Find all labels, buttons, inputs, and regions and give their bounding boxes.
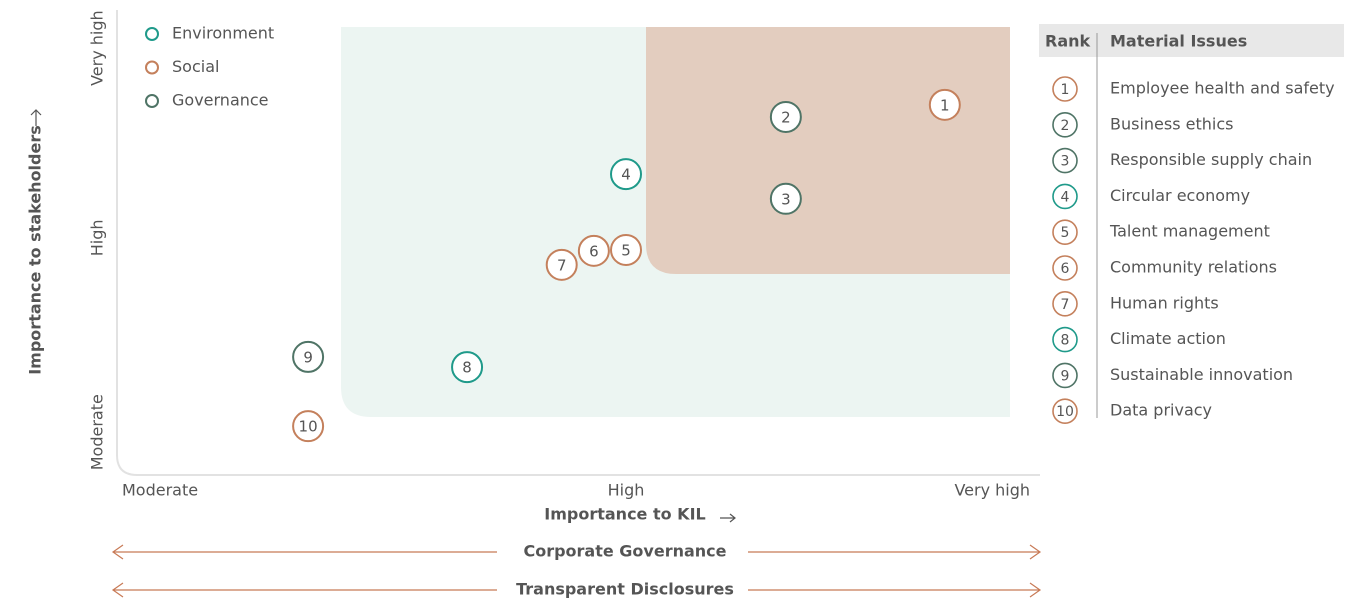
rank-badge [1052,326,1078,353]
issue-name: Climate action [1110,329,1226,348]
rank-badge [1052,362,1078,389]
issue-name: Circular economy [1110,186,1250,205]
issue-name: Responsible supply chain [1110,150,1312,169]
point-label: 2 [781,108,791,126]
rank-number: 9 [1061,368,1070,384]
x-arrow [720,513,736,523]
legend-swatch [145,94,159,108]
point [769,100,802,133]
band-label: Corporate Governance [523,542,726,561]
issue-name: Sustainable innovation [1110,365,1293,384]
table-header: Material Issues [1110,32,1247,51]
issue-name: Human rights [1110,293,1219,312]
legend-label: Governance [172,91,269,110]
rank-badge [1052,183,1078,210]
issue-name: Data privacy [1110,401,1212,420]
rank-number: 4 [1061,189,1070,205]
point-label: 8 [462,359,472,377]
point [292,340,325,373]
point-label: 7 [557,256,567,274]
rank-badge [1052,76,1078,102]
y-tick-label: Very high [88,10,107,86]
table-header: Rank [1045,32,1091,51]
legend-label: Social [172,57,219,76]
rank-badge [1052,112,1078,138]
legend-swatch [145,60,159,75]
rank-badge [1052,147,1078,174]
zone-very-high [646,27,1010,274]
point-label: 1 [940,96,950,114]
x-tick-label: Moderate [122,481,198,500]
point [577,234,610,267]
rank-badge [1052,255,1078,281]
point [769,182,802,215]
rank-number: 7 [1061,297,1070,313]
band-arrow [111,582,1042,598]
rank-number: 3 [1061,154,1070,170]
rank-number: 5 [1061,225,1070,241]
rank-number: 10 [1056,404,1074,420]
legend-label: Environment [172,24,274,43]
issue-name: Employee health and safety [1110,79,1335,98]
point-label: 10 [299,418,318,436]
table-header-bg [1039,24,1344,57]
rank-badge [1052,219,1078,245]
legend-swatch [145,27,159,41]
band-label: Transparent Disclosures [516,580,734,599]
rank-badge [1052,398,1078,425]
point [451,351,484,384]
point-label: 6 [589,242,599,260]
rank-number: 1 [1061,82,1070,98]
band-arrow [111,544,1042,560]
rank-number: 2 [1061,118,1070,134]
axes [116,10,1040,476]
y-arrow [30,109,42,126]
issue-name: Community relations [1110,258,1277,277]
rank-number: 6 [1061,261,1070,277]
point-label: 9 [303,348,313,366]
point [610,233,643,266]
point-label: 5 [621,241,631,259]
x-tick-label: High [608,481,645,500]
point [292,410,325,443]
x-axis-label: Importance to KIL [544,505,705,524]
issue-name: Talent management [1109,222,1270,241]
point [928,88,961,121]
point-label: 3 [781,190,791,208]
rank-number: 8 [1061,333,1070,349]
y-tick-label: Moderate [88,394,107,470]
point [545,248,578,281]
point-label: 4 [621,166,631,184]
issue-name: Business ethics [1110,114,1233,133]
point [610,158,643,191]
y-axis-label: Importance to stakeholders [26,125,45,375]
y-tick-label: High [88,219,107,256]
rank-badge [1052,290,1078,317]
x-tick-label: Very high [954,481,1030,500]
